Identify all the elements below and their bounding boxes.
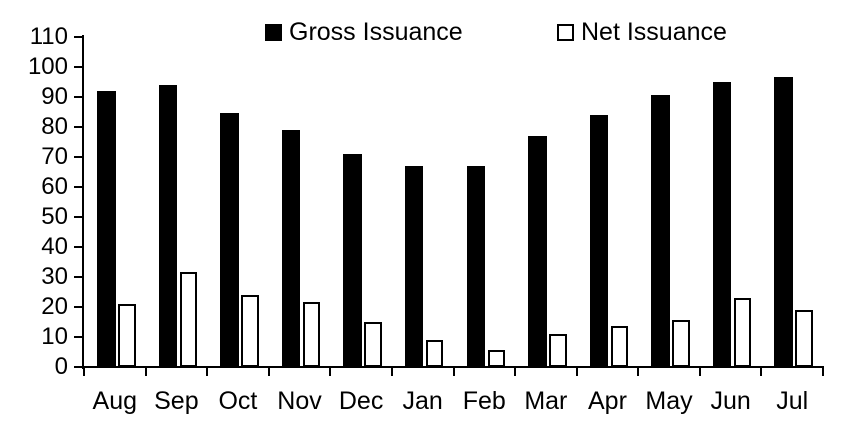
y-tick-label: 40 xyxy=(41,232,68,260)
x-tick xyxy=(452,368,455,376)
x-tick-label-sep: Sep xyxy=(154,387,199,415)
y-tick xyxy=(74,95,82,98)
y-tick xyxy=(74,185,82,188)
bar-gross-may xyxy=(651,95,670,367)
x-tick xyxy=(390,368,393,376)
y-tick xyxy=(74,305,82,308)
bar-net-apr xyxy=(610,326,629,367)
x-tick-label-jul: Jul xyxy=(776,387,809,415)
x-tick-label-may: May xyxy=(645,387,693,415)
y-tick xyxy=(74,275,82,278)
y-tick xyxy=(74,366,82,368)
bar-net-jan xyxy=(425,339,444,367)
bar-net-sep xyxy=(179,272,198,367)
bar-gross-jan xyxy=(404,165,424,367)
x-tick xyxy=(514,368,517,376)
y-tick-label: 100 xyxy=(27,52,68,80)
y-tick-label: 80 xyxy=(41,112,68,140)
x-tick xyxy=(144,368,147,376)
net-issuance-swatch-icon xyxy=(557,23,574,41)
bar-net-may xyxy=(672,320,690,367)
x-tick xyxy=(575,368,578,376)
legend-item-gross-issuance: Gross Issuance xyxy=(265,18,463,46)
x-tick-label-dec: Dec xyxy=(338,387,384,415)
x-tick xyxy=(822,368,824,376)
bar-gross-dec xyxy=(343,153,362,367)
bar-gross-feb xyxy=(466,165,485,367)
x-tick xyxy=(637,368,640,376)
legend-label-net-issuance: Net Issuance xyxy=(581,18,727,46)
y-tick-label: 50 xyxy=(41,202,68,230)
x-tick xyxy=(698,368,701,376)
x-tick-label-jun: Jun xyxy=(710,387,751,415)
y-tick xyxy=(74,125,82,128)
bar-gross-aug xyxy=(97,90,116,367)
gross-issuance-swatch-icon xyxy=(265,23,282,41)
bar-gross-jul xyxy=(774,77,793,367)
y-tick xyxy=(74,335,82,338)
bar-net-feb xyxy=(487,350,505,367)
bar-net-nov xyxy=(302,302,321,367)
bar-gross-sep xyxy=(158,84,178,367)
legend-label-gross-issuance: Gross Issuance xyxy=(289,18,463,46)
y-tick-label: 70 xyxy=(41,142,68,170)
x-tick-label-aug: Aug xyxy=(92,387,138,415)
x-tick xyxy=(760,368,763,376)
x-tick-label-feb: Feb xyxy=(462,387,506,415)
bar-gross-oct xyxy=(220,113,239,367)
y-tick xyxy=(74,245,82,248)
y-tick xyxy=(74,35,82,38)
x-tick-label-nov: Nov xyxy=(277,387,322,415)
y-tick-label: 30 xyxy=(41,262,68,290)
bar-gross-apr xyxy=(589,114,609,367)
y-tick xyxy=(74,65,82,68)
bar-gross-jun xyxy=(712,81,732,367)
bar-net-oct xyxy=(241,294,259,367)
y-tick-label: 10 xyxy=(41,322,68,350)
y-tick xyxy=(74,215,82,218)
x-tick xyxy=(206,368,209,376)
y-tick-label: 110 xyxy=(29,22,68,50)
bar-net-jun xyxy=(733,297,752,367)
y-axis-line xyxy=(82,35,84,369)
bar-net-jul xyxy=(795,309,813,367)
legend-item-net-issuance: Net Issuance xyxy=(557,18,727,46)
bar-gross-mar xyxy=(528,135,547,367)
x-tick-label-apr: Apr xyxy=(587,387,627,415)
x-axis-line xyxy=(82,366,824,368)
bar-net-dec xyxy=(364,321,382,367)
x-tick-label-oct: Oct xyxy=(218,387,258,415)
y-tick-label: 90 xyxy=(41,82,68,110)
y-tick-label: 0 xyxy=(54,353,68,380)
y-tick-label: 60 xyxy=(41,172,68,200)
x-tick xyxy=(329,368,332,376)
x-tick xyxy=(83,368,85,376)
y-tick xyxy=(74,155,82,158)
bar-net-mar xyxy=(549,333,567,367)
y-tick-label: 20 xyxy=(41,292,68,320)
x-tick-label-jan: Jan xyxy=(402,387,443,415)
x-tick xyxy=(267,368,270,376)
x-tick-label-mar: Mar xyxy=(524,387,568,415)
bar-net-aug xyxy=(118,303,136,367)
bar-gross-nov xyxy=(281,129,301,367)
